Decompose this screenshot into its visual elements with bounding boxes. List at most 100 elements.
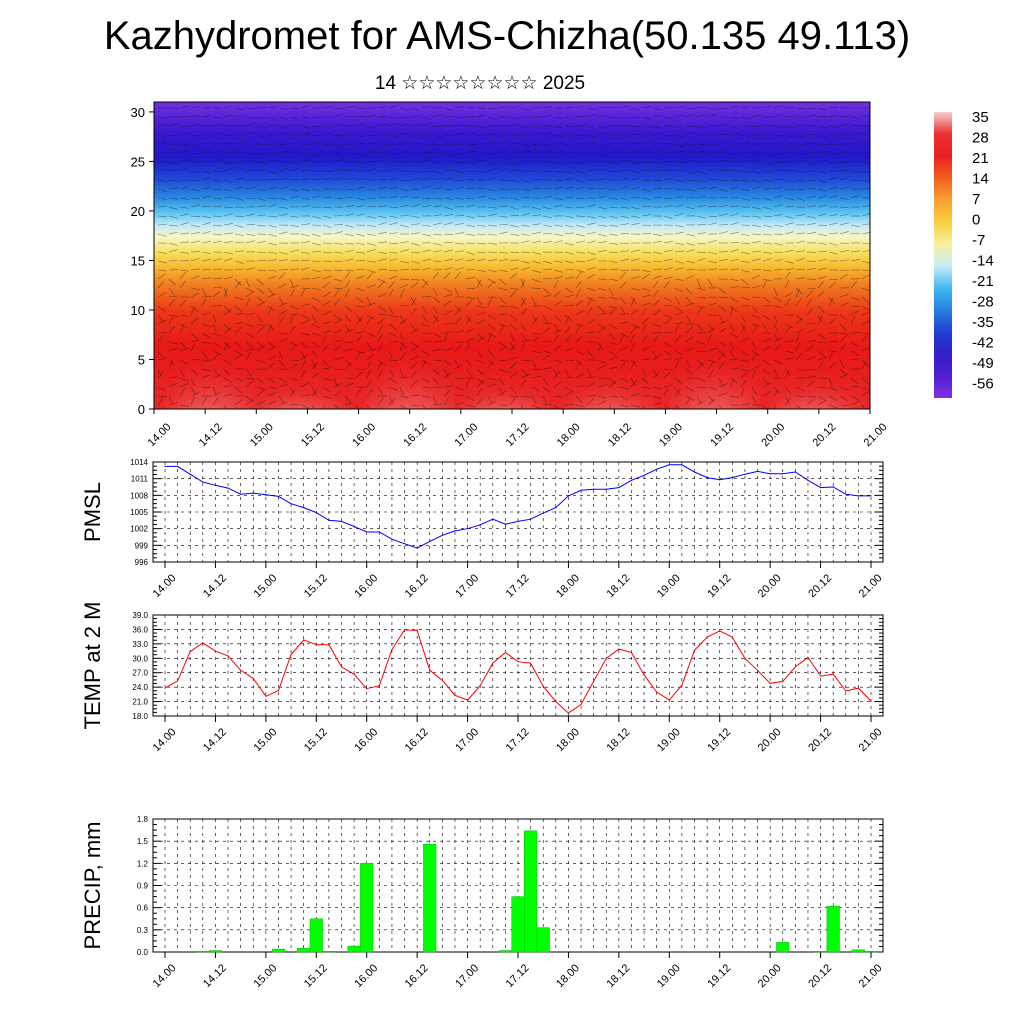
pmsl-point (164, 465, 166, 468)
precip-bar (814, 951, 828, 953)
pmsl-point (340, 520, 343, 523)
pmsl-point (668, 464, 670, 466)
temp-xtick-label: 17.00 (453, 726, 481, 754)
warm-cell (165, 346, 255, 409)
pmsl-xtick-label: 19.12 (705, 572, 733, 600)
pmsl-point (492, 518, 494, 520)
heatmap-xtick-label: 16.00 (350, 421, 378, 449)
temp-point (693, 649, 696, 651)
temp-point (454, 694, 456, 696)
temp-point (403, 629, 406, 631)
temp-point (870, 700, 872, 702)
temp-point (290, 653, 292, 656)
precip-xtick-label: 20.12 (806, 962, 834, 990)
pmsl-xtick-label: 20.00 (756, 572, 784, 600)
precip-xtick-label: 18.00 (554, 962, 582, 990)
pmsl-point (315, 511, 317, 514)
precip-xtick-label: 19.00 (655, 962, 683, 990)
pmsl-ytick-label: 996 (135, 558, 149, 567)
colorbar-label: -49 (972, 355, 994, 372)
temp-ylabel: TEMP at 2 M (80, 602, 105, 730)
precip-ytick-label: 0.6 (137, 904, 149, 913)
temp-point (416, 629, 418, 631)
temp-xtick-label: 18.12 (604, 726, 632, 754)
colorbar-label: -35 (972, 314, 994, 331)
chart-subtitle: 14 ☆☆☆☆☆☆☆☆ 2025 (374, 73, 586, 94)
warm-cell (770, 367, 860, 409)
precipitation-panel: 0.0 0.3 0.6 0.9 1.2 1.5 1.8 14.00 14.12 15.00 15.1… (80, 815, 885, 990)
heatmap-xtick-label: 19.00 (657, 421, 685, 449)
temp-ytick-label: 27.0 (132, 669, 148, 678)
heatmap-ytick-label: 30 (131, 105, 145, 120)
pmsl-point (857, 495, 859, 497)
pmsl-point (441, 534, 443, 536)
temp-xtick-label: 15.00 (251, 726, 279, 754)
pmsl-point (252, 492, 254, 494)
precip-bar (826, 905, 840, 953)
temp-point (202, 642, 204, 644)
precip-bar (297, 948, 311, 953)
temp-point (517, 661, 519, 663)
pmsl-point (756, 470, 759, 473)
precip-bar (322, 951, 336, 953)
heatmap-ytick-label: 15 (131, 253, 145, 268)
pmsl-point (870, 495, 872, 497)
pmsl-point (593, 488, 595, 490)
pmsl-point (731, 476, 733, 479)
temp-ytick-label: 21.0 (132, 698, 148, 707)
precip-bar (196, 951, 210, 953)
precip-xtick-label: 17.12 (504, 962, 532, 990)
pmsl-point (832, 486, 834, 488)
temp-point (857, 687, 859, 689)
colorbar-label: -7 (972, 232, 985, 249)
precip-ytick-label: 0.3 (137, 926, 149, 935)
warm-cell (670, 339, 760, 409)
pmsl-xtick-label: 18.00 (554, 572, 582, 600)
temp-point (744, 657, 746, 659)
colorbar-label: 35 (972, 109, 989, 126)
precip-bar (851, 949, 865, 953)
precip-bar (498, 950, 512, 953)
pmsl-grid (153, 462, 883, 562)
pmsl-xtick-label: 15.12 (302, 572, 330, 600)
precip-bar (776, 942, 790, 953)
pmsl-point (794, 471, 796, 473)
temp-point (315, 644, 317, 646)
pmsl-point (303, 506, 305, 509)
pmsl-point (504, 523, 506, 525)
pmsl-point (277, 495, 280, 498)
temp-point (706, 636, 708, 638)
pmsl-xtick-label: 14.12 (201, 572, 229, 600)
precip-xtick-label: 21.00 (857, 962, 885, 990)
pmsl-point (290, 503, 292, 505)
precip-xtick-label: 14.00 (151, 962, 179, 990)
precip-xtick-label: 16.00 (352, 962, 380, 990)
temp-point (630, 651, 633, 654)
precip-xtick-label: 19.12 (705, 962, 733, 990)
pmsl-point (328, 519, 330, 521)
precip-bar (208, 950, 222, 953)
temp-point (240, 669, 242, 671)
heatmap-xtick-label: 18.00 (555, 421, 583, 449)
pmsl-point (782, 473, 784, 475)
heatmap-xtick-label: 16.12 (401, 421, 429, 449)
temp-point (177, 680, 179, 682)
temp-point (719, 630, 721, 632)
precip-bar (511, 896, 525, 953)
pmsl-point (618, 486, 620, 489)
pmsl-point (769, 473, 771, 475)
temp-point (441, 679, 443, 682)
temp-ytick-label: 30.0 (132, 654, 148, 663)
temp-xtick-label: 14.12 (201, 726, 229, 754)
heatmap-xtick-label: 15.12 (299, 421, 327, 449)
precip-xtick-label: 17.00 (453, 962, 481, 990)
temp-xtick-label: 15.12 (302, 726, 330, 754)
warm-cell (255, 374, 345, 409)
pmsl-ytick-label: 999 (135, 541, 149, 550)
pmsl-point (693, 471, 696, 473)
temp-point (353, 673, 355, 675)
pmsl-ytick-label: 1005 (130, 508, 148, 517)
heatmap-xtick-label: 21.00 (862, 421, 890, 449)
precip-bar (309, 918, 323, 953)
